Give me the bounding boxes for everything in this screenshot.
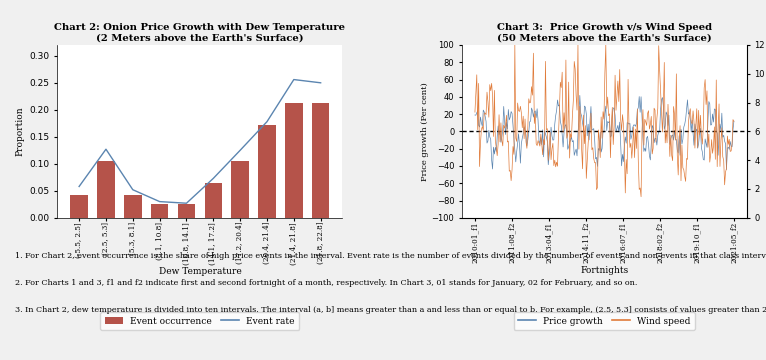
X-axis label: Dew Temperature: Dew Temperature <box>159 267 241 276</box>
Bar <box>97 161 115 218</box>
Bar <box>70 194 88 218</box>
Bar <box>178 204 195 218</box>
Bar <box>205 183 222 218</box>
Text: 1. For Chart 2, event occurrence is the share of high price events in the interv: 1. For Chart 2, event occurrence is the … <box>15 252 766 260</box>
Text: 2. For Charts 1 and 3, f1 and f2 indicate first and second fortnight of a month,: 2. For Charts 1 and 3, f1 and f2 indicat… <box>15 279 638 287</box>
Bar <box>151 204 169 218</box>
Bar <box>124 194 142 218</box>
Y-axis label: Price growth (Per cent): Price growth (Per cent) <box>421 82 429 181</box>
Y-axis label: Proportion: Proportion <box>15 107 25 156</box>
Bar <box>258 125 276 218</box>
X-axis label: Fortnights: Fortnights <box>581 266 629 275</box>
Bar <box>312 103 329 218</box>
Bar <box>285 103 303 218</box>
Legend: Event occurrence, Event rate: Event occurrence, Event rate <box>100 312 300 330</box>
Text: 3. In Chart 2, dew temperature is divided into ten intervals. The interval (a, b: 3. In Chart 2, dew temperature is divide… <box>15 306 766 314</box>
Title: Chart 3:  Price Growth v/s Wind Speed
(50 Meters above the Earth's Surface): Chart 3: Price Growth v/s Wind Speed (50… <box>497 23 712 43</box>
Bar <box>231 161 249 218</box>
Title: Chart 2: Onion Price Growth with Dew Temperature
(2 Meters above the Earth's Sur: Chart 2: Onion Price Growth with Dew Tem… <box>54 23 345 43</box>
Legend: Price growth, Wind speed: Price growth, Wind speed <box>513 312 696 330</box>
